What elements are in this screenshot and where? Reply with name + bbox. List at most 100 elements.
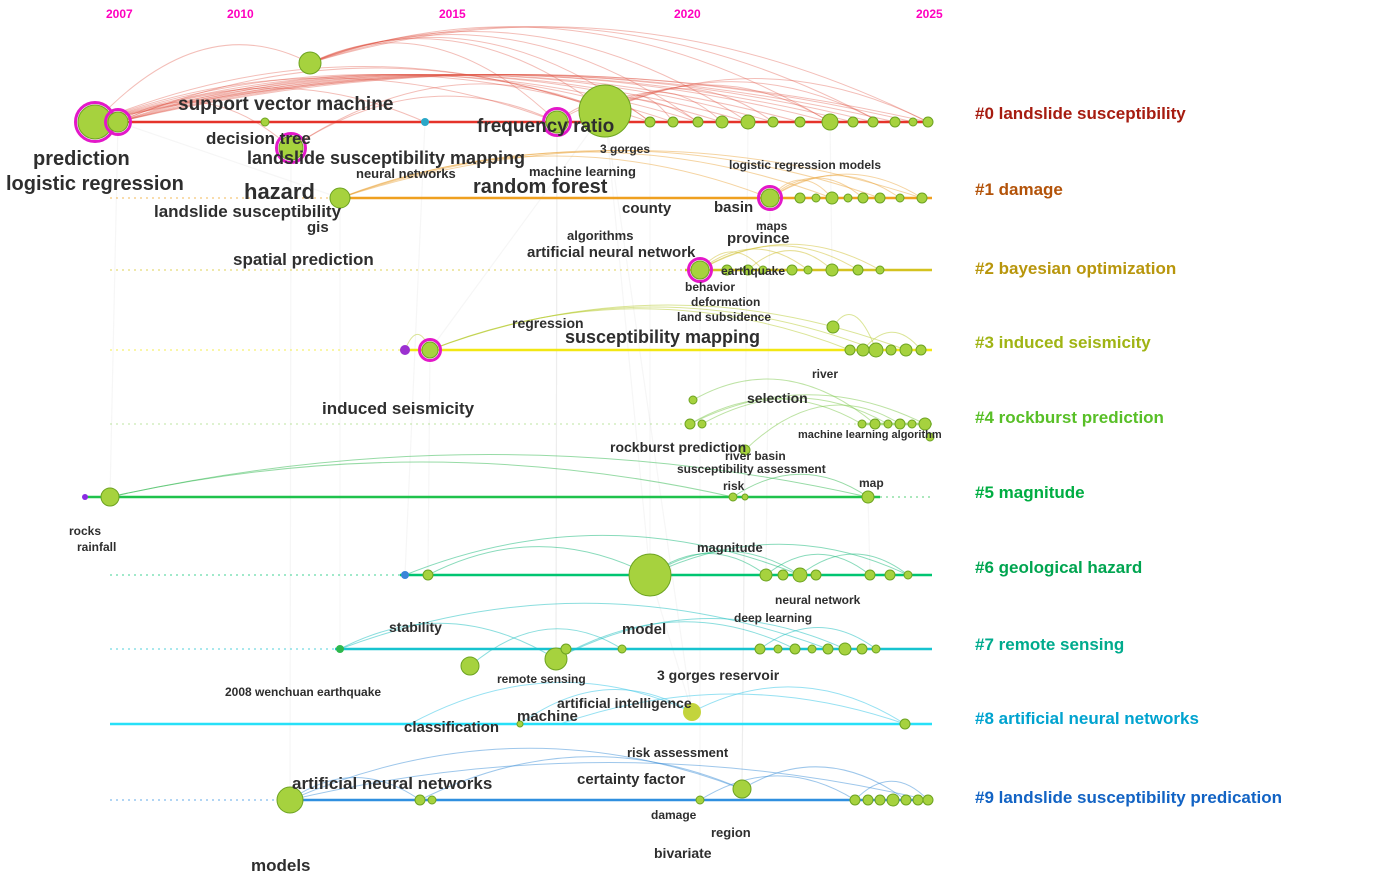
keyword-node[interactable] <box>667 116 679 128</box>
keyword-label[interactable]: artificial intelligence <box>557 695 692 711</box>
keyword-label[interactable]: susceptibility mapping <box>565 327 761 347</box>
keyword-label[interactable]: spatial prediction <box>233 250 374 269</box>
keyword-label[interactable]: rainfall <box>77 540 117 554</box>
keyword-node[interactable] <box>925 432 935 442</box>
keyword-node[interactable] <box>742 264 754 276</box>
keyword-label[interactable]: province <box>727 230 790 247</box>
keyword-label[interactable]: artificial neural networks <box>292 774 493 793</box>
keyword-label[interactable]: neural network <box>775 593 861 607</box>
keyword-node[interactable] <box>427 795 437 805</box>
keyword-node[interactable] <box>421 118 429 126</box>
keyword-node[interactable] <box>684 418 696 430</box>
keyword-node[interactable] <box>741 493 749 501</box>
keyword-node[interactable] <box>721 264 733 276</box>
keyword-node[interactable] <box>857 419 867 429</box>
keyword-label[interactable]: neural networks <box>356 166 456 181</box>
keyword-node[interactable] <box>792 567 808 583</box>
keyword-node[interactable] <box>918 417 932 431</box>
keyword-node[interactable] <box>811 193 821 203</box>
cluster-label[interactable]: #4 rockburst prediction <box>975 408 1164 427</box>
keyword-node[interactable] <box>759 568 773 582</box>
keyword-node[interactable] <box>916 192 928 204</box>
keyword-node[interactable] <box>908 117 918 127</box>
keyword-node[interactable] <box>82 494 88 500</box>
keyword-node[interactable] <box>578 84 632 138</box>
keyword-node[interactable] <box>617 644 627 654</box>
cluster-label[interactable]: #6 geological hazard <box>975 558 1143 577</box>
keyword-node[interactable] <box>789 643 801 655</box>
keyword-node[interactable] <box>628 553 672 597</box>
keyword-node[interactable] <box>857 192 869 204</box>
cluster-label[interactable]: #7 remote sensing <box>975 635 1125 654</box>
keyword-label[interactable]: risk assessment <box>627 745 729 760</box>
keyword-label[interactable]: deformation <box>691 295 761 309</box>
keyword-label[interactable]: earthquake <box>721 264 786 278</box>
keyword-node[interactable] <box>844 344 856 356</box>
keyword-label[interactable]: 3 gorges reservoir <box>657 667 780 683</box>
keyword-node[interactable] <box>715 115 729 129</box>
keyword-node[interactable] <box>869 418 881 430</box>
keyword-node[interactable] <box>807 644 817 654</box>
keyword-node[interactable] <box>867 116 879 128</box>
keyword-node[interactable] <box>516 720 524 728</box>
keyword-node[interactable] <box>847 116 859 128</box>
keyword-node[interactable] <box>861 490 875 504</box>
keyword-node[interactable] <box>107 111 129 133</box>
keyword-node[interactable] <box>922 794 934 806</box>
keyword-node[interactable] <box>907 419 917 429</box>
keyword-node[interactable] <box>777 569 789 581</box>
keyword-label[interactable]: logistic regression <box>6 173 184 195</box>
keyword-label[interactable]: magnitude <box>697 540 763 555</box>
keyword-node[interactable] <box>739 444 751 456</box>
keyword-label[interactable]: land subsidence <box>677 310 772 324</box>
keyword-node[interactable] <box>871 644 881 654</box>
keyword-node[interactable] <box>695 795 705 805</box>
keyword-node[interactable] <box>644 116 656 128</box>
keyword-label[interactable]: hazard <box>244 179 315 204</box>
keyword-label[interactable]: rocks <box>69 524 102 538</box>
keyword-label[interactable]: map <box>859 476 884 490</box>
keyword-node[interactable] <box>688 395 698 405</box>
keyword-node[interactable] <box>885 344 897 356</box>
cluster-label[interactable]: #1 damage <box>975 180 1063 199</box>
keyword-node[interactable] <box>868 342 884 358</box>
keyword-label[interactable]: induced seismicity <box>322 399 475 418</box>
keyword-label[interactable]: susceptibility assessment <box>677 462 826 476</box>
keyword-label[interactable]: gis <box>307 219 329 236</box>
keyword-node[interactable] <box>856 643 868 655</box>
cluster-label[interactable]: #9 landslide susceptibility predication <box>975 788 1283 807</box>
keyword-label[interactable]: random forest <box>473 176 608 198</box>
keyword-node[interactable] <box>886 793 900 807</box>
keyword-label[interactable]: county <box>622 200 672 217</box>
keyword-node[interactable] <box>278 135 304 161</box>
keyword-label[interactable]: maps <box>756 219 788 233</box>
keyword-label[interactable]: deep learning <box>734 611 813 625</box>
keyword-label[interactable]: frequency ratio <box>477 116 615 137</box>
keyword-node[interactable] <box>852 264 864 276</box>
keyword-label[interactable]: machine learning algorithm <box>798 429 942 441</box>
keyword-node[interactable] <box>421 341 439 359</box>
keyword-label[interactable]: selection <box>747 390 808 406</box>
keyword-node[interactable] <box>690 260 710 280</box>
keyword-node[interactable] <box>767 116 779 128</box>
keyword-label[interactable]: classification <box>404 719 500 736</box>
keyword-label[interactable]: model <box>622 621 667 638</box>
keyword-node[interactable] <box>786 264 798 276</box>
keyword-label[interactable]: landslide susceptibility <box>154 202 342 221</box>
keyword-node[interactable] <box>849 794 861 806</box>
keyword-label[interactable]: risk <box>723 479 745 493</box>
keyword-node[interactable] <box>826 320 840 334</box>
keyword-node[interactable] <box>460 656 480 676</box>
keyword-label[interactable]: river basin <box>725 449 786 463</box>
keyword-node[interactable] <box>545 110 569 134</box>
keyword-node[interactable] <box>862 794 874 806</box>
keyword-node[interactable] <box>843 193 853 203</box>
keyword-node[interactable] <box>683 703 701 721</box>
keyword-node[interactable] <box>329 187 351 209</box>
keyword-label[interactable]: rockburst prediction <box>610 439 747 455</box>
keyword-label[interactable]: logistic regression models <box>729 158 882 172</box>
keyword-node[interactable] <box>884 569 896 581</box>
keyword-label[interactable]: prediction <box>33 148 130 170</box>
keyword-label[interactable]: models <box>251 856 311 875</box>
keyword-node[interactable] <box>732 779 752 799</box>
